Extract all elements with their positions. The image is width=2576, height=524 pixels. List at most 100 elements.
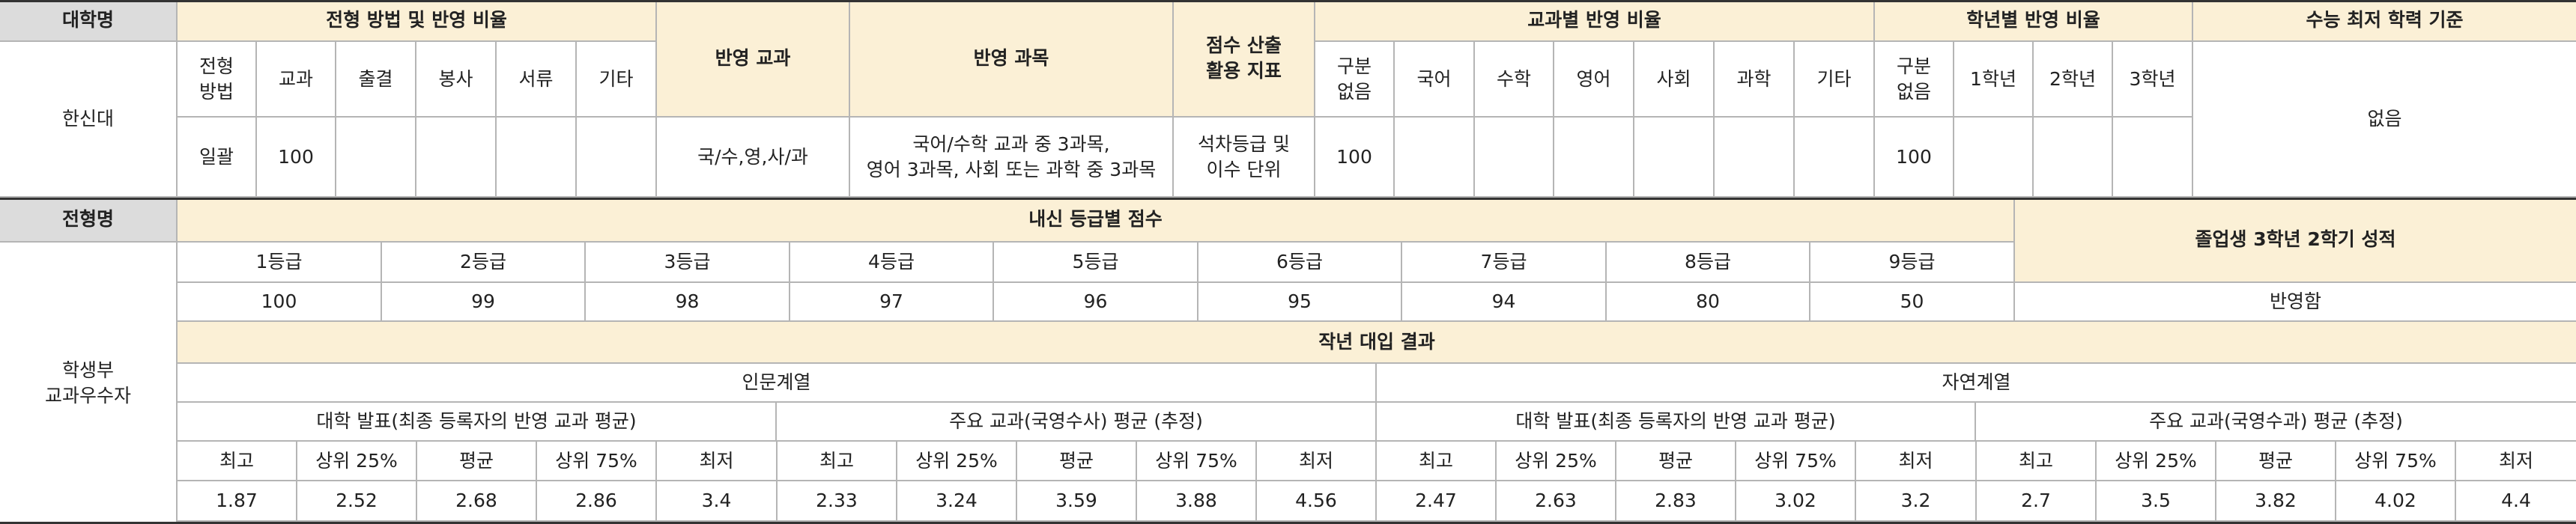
value-math (1475, 118, 1554, 198)
grade-label: 3등급 (586, 243, 790, 283)
sub-year2: 2학년 (2034, 42, 2113, 118)
grade-label: 2등급 (382, 243, 586, 283)
stat-label: 상위 25% (2097, 442, 2216, 481)
header-admission-name: 전형명 (0, 198, 178, 243)
header-subject-ratio: 교과별 반영 비율 (1315, 0, 1875, 42)
sub-math: 수학 (1475, 42, 1554, 118)
grade-score: 100 (178, 283, 382, 322)
stat-value: 3.88 (1137, 481, 1257, 522)
stat-value: 3.4 (657, 481, 778, 522)
grade-score: 96 (994, 283, 1198, 322)
value-social (1634, 118, 1715, 198)
subheader-univ-natural: 대학 발표(최종 등록자의 반영 교과 평균) (1377, 403, 1976, 442)
stat-label: 상위 75% (1137, 442, 1257, 481)
grade-label: 7등급 (1402, 243, 1607, 283)
sub-year1: 1학년 (1954, 42, 2034, 118)
stat-label: 평균 (1017, 442, 1137, 481)
value-other (577, 118, 657, 198)
sub-korean: 국어 (1395, 42, 1475, 118)
grade-score: 94 (1402, 283, 1607, 322)
header-last-year: 작년 대입 결과 (178, 322, 2576, 364)
admission-name: 학생부 교과우수자 (0, 243, 178, 524)
sub-documents: 서류 (497, 42, 577, 118)
header-method-ratio: 전형 방법 및 반영 비율 (178, 0, 657, 42)
grade-label: 5등급 (994, 243, 1198, 283)
stat-value: 2.47 (1377, 481, 1497, 522)
stat-label: 평균 (1616, 442, 1736, 481)
subheader-univ-humanities: 대학 발표(최종 등록자의 반영 교과 평균) (178, 403, 777, 442)
stat-value: 1.87 (178, 481, 297, 522)
section-rule (0, 198, 2576, 200)
value-gr-none: 100 (1875, 118, 1954, 198)
stat-label: 최고 (178, 442, 297, 481)
value-science (1715, 118, 1795, 198)
sub-subject: 교과 (257, 42, 336, 118)
grade-score: 95 (1198, 283, 1402, 322)
grade-label: 9등급 (1810, 243, 2015, 283)
value-korean (1395, 118, 1475, 198)
stat-label: 상위 25% (297, 442, 417, 481)
stat-value: 4.02 (2336, 481, 2456, 522)
sub-year3: 3학년 (2113, 42, 2193, 118)
value-english (1554, 118, 1634, 198)
value-method: 일괄 (178, 118, 257, 198)
grade-label: 8등급 (1607, 243, 1810, 283)
header-subjects-reflected: 반영 교과 (657, 0, 850, 118)
stat-value: 2.7 (1977, 481, 2097, 522)
stat-label: 상위 25% (897, 442, 1017, 481)
stat-label: 평균 (417, 442, 537, 481)
header-grade-scores: 내신 등급별 점수 (178, 198, 2015, 243)
value-sr-other (1795, 118, 1875, 198)
stat-value: 2.86 (537, 481, 657, 522)
stat-value: 2.33 (778, 481, 897, 522)
stat-label: 최저 (1257, 442, 1377, 481)
stat-label: 최고 (1377, 442, 1497, 481)
csat-min-value: 없음 (2193, 42, 2576, 198)
value-documents (497, 118, 577, 198)
value-year2 (2034, 118, 2113, 198)
stat-label: 최고 (778, 442, 897, 481)
grade-score: 50 (1810, 283, 2015, 322)
header-csat-min: 수능 최저 학력 기준 (2193, 0, 2576, 42)
sub-other: 기타 (577, 42, 657, 118)
subheader-main-humanities: 주요 교과(국영수사) 평균 (추정) (777, 403, 1377, 442)
value-subject: 100 (257, 118, 336, 198)
value-year3 (2113, 118, 2193, 198)
sub-method: 전형 방법 (178, 42, 257, 118)
track-natural: 자연계열 (1377, 364, 2576, 403)
sub-attendance: 출결 (336, 42, 416, 118)
grade-label: 4등급 (790, 243, 994, 283)
stat-value: 4.4 (2456, 481, 2576, 522)
header-university: 대학명 (0, 0, 178, 42)
grade-score: 80 (1607, 283, 1810, 322)
stat-label: 평균 (2216, 442, 2336, 481)
grade-score: 97 (790, 283, 994, 322)
track-humanities: 인문계열 (178, 364, 1377, 403)
header-score-indicator: 점수 산출 활용 지표 (1174, 0, 1315, 118)
sub-volunteer: 봉사 (416, 42, 497, 118)
sub-sr-other: 기타 (1795, 42, 1875, 118)
sub-sr-none: 구분 없음 (1315, 42, 1395, 118)
stat-label: 최저 (2456, 442, 2576, 481)
header-graduate: 졸업생 3학년 2학기 성적 (2015, 198, 2576, 283)
stat-label: 상위 25% (1497, 442, 1616, 481)
stat-value: 4.56 (1257, 481, 1377, 522)
value-score-indicator: 석차등급 및 이수 단위 (1174, 118, 1315, 198)
grade-label: 1등급 (178, 243, 382, 283)
header-grade-ratio: 학년별 반영 비율 (1875, 0, 2193, 42)
grade-score: 98 (586, 283, 790, 322)
stat-value: 3.5 (2097, 481, 2216, 522)
stat-label: 상위 75% (1736, 442, 1856, 481)
graduate-value: 반영함 (2015, 283, 2576, 322)
value-sr-none: 100 (1315, 118, 1395, 198)
value-subjects-reflected: 국/수,영,사/과 (657, 118, 850, 198)
stat-value: 3.24 (897, 481, 1017, 522)
stat-value: 3.82 (2216, 481, 2336, 522)
value-courses-reflected: 국어/수학 교과 중 3과목, 영어 3과목, 사회 또는 과학 중 3과목 (850, 118, 1174, 198)
sub-gr-none: 구분 없음 (1875, 42, 1954, 118)
value-attendance (336, 118, 416, 198)
stat-value: 2.52 (297, 481, 417, 522)
stat-label: 상위 75% (537, 442, 657, 481)
top-rule (0, 0, 2576, 2)
